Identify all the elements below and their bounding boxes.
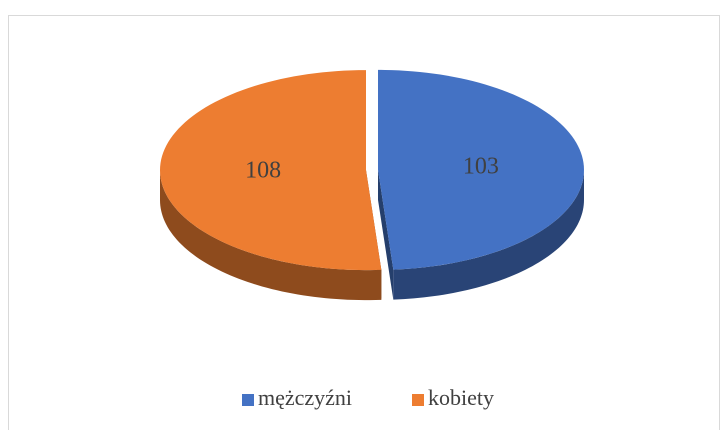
slice-side xyxy=(160,170,382,301)
legend-swatch xyxy=(412,394,424,406)
legend-label: mężczyźni xyxy=(258,385,352,410)
slice-cut-face xyxy=(378,169,394,300)
slice-side xyxy=(393,169,584,300)
pie-slice xyxy=(160,70,382,301)
slice-top xyxy=(160,70,382,271)
data-label: 103 xyxy=(463,154,499,180)
legend-label: kobiety xyxy=(428,385,494,410)
slice-top xyxy=(378,69,584,270)
legend-swatch xyxy=(242,394,254,406)
pie-slice xyxy=(378,69,584,300)
data-label: 108 xyxy=(245,157,281,183)
